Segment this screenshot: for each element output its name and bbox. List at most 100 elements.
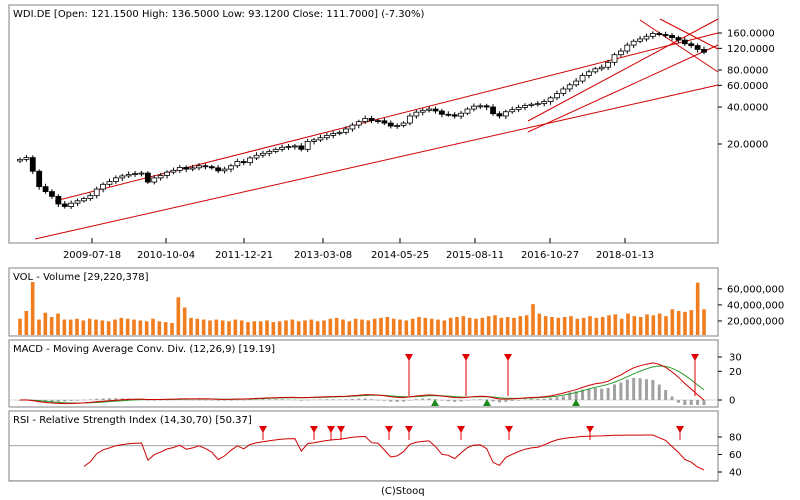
candle-up — [228, 165, 234, 170]
volume-bar — [233, 319, 238, 335]
macd-buy-marker — [572, 399, 580, 406]
macd-hist-bar — [587, 388, 591, 400]
candle-down — [183, 167, 190, 170]
candle-up — [304, 140, 311, 150]
candle-up — [253, 154, 260, 159]
macd-hist-bar — [561, 396, 565, 400]
volume-bar — [75, 318, 79, 335]
volume-bar — [645, 314, 649, 335]
macd-hist-bar — [210, 400, 214, 401]
rsi-sell-marker — [457, 426, 465, 433]
volume-bar — [144, 321, 149, 335]
volume-bar — [670, 309, 675, 335]
volume-bar — [284, 320, 288, 335]
price-y-tick-label: 20.0000 — [727, 140, 768, 151]
candle-down — [368, 118, 375, 122]
volume-bar — [632, 316, 637, 335]
volume-bar — [277, 321, 282, 335]
volume-bar — [543, 316, 548, 335]
volume-bar — [524, 315, 529, 335]
macd-hist-bar — [306, 399, 310, 401]
macd-hist-bar — [286, 399, 290, 401]
volume-bar — [360, 319, 364, 335]
date-tick-label: 2013-03-08 — [294, 250, 352, 261]
price-panel-frame — [8, 4, 719, 244]
macd-hist-bar — [159, 399, 163, 401]
macd-hist-bar — [504, 400, 508, 402]
candle-up — [419, 109, 426, 113]
volume-bar — [429, 318, 434, 335]
macd-hist-bar — [357, 398, 361, 400]
volume-bar — [37, 319, 41, 335]
price-y-tick-label: 40.0000 — [727, 103, 768, 114]
candle-down — [387, 122, 394, 127]
volume-bar — [512, 317, 516, 335]
candle-down — [483, 105, 490, 108]
volume-bar — [448, 317, 453, 335]
price-grid — [718, 32, 722, 145]
rsi-y-tick-label: 60 — [729, 450, 742, 461]
macd-hist-bar — [223, 400, 227, 401]
macd-hist-bar — [555, 397, 559, 400]
volume-bar — [537, 313, 542, 335]
candle-down — [675, 37, 682, 41]
macd-hist-bar — [670, 396, 674, 400]
volume-bar — [119, 317, 124, 335]
candle-up — [477, 105, 484, 108]
macd-hist-bar — [338, 399, 342, 400]
rsi-sell-marker — [337, 426, 345, 433]
candle-up — [413, 111, 420, 117]
candle-up — [100, 183, 107, 190]
candle-down — [656, 33, 663, 35]
date-tick-label: 2018-01-13 — [596, 250, 654, 261]
candle-up — [138, 172, 145, 175]
macd-sell-marker — [405, 354, 413, 361]
volume-bar — [410, 318, 415, 335]
candle-up — [266, 151, 273, 154]
macd-hist-bar — [472, 399, 476, 401]
volume-bar — [594, 317, 599, 335]
macd-hist-bar — [299, 400, 303, 401]
date-tick-label: 2015-08-11 — [446, 250, 504, 261]
macd-hist-bar — [542, 398, 546, 400]
price-panel-header: WDI.DE [Open: 121.1500 High: 136.5000 Lo… — [13, 9, 424, 20]
volume-bar — [588, 316, 592, 335]
volume-bar — [461, 316, 466, 335]
macd-hist-bar — [248, 399, 252, 401]
volume-bar — [113, 319, 117, 335]
macd-panel-header: MACD - Moving Average Conv. Div. (12,26,… — [13, 344, 275, 355]
macd-hist-bar — [510, 400, 514, 401]
candle-up — [311, 139, 317, 142]
volume-bars — [18, 282, 706, 335]
volume-bar — [702, 309, 706, 335]
macd-hist-bar — [421, 398, 425, 400]
candle-down — [55, 195, 62, 205]
volume-bar — [455, 317, 459, 335]
candle-up — [260, 152, 266, 156]
macd-hist-bar — [312, 399, 316, 401]
macd-hist-bar — [152, 399, 156, 401]
macd-hist-bar — [56, 400, 60, 402]
macd-hist-bar — [414, 399, 418, 400]
volume-bar — [258, 321, 263, 335]
rsi-sell-marker — [259, 426, 267, 433]
macd-hist-bar — [440, 400, 444, 401]
volume-bar — [379, 317, 383, 335]
date-axis: 2009-07-18 2010-10-04 2011-12-21 2013-03-08… — [63, 238, 654, 261]
volume-bar — [499, 317, 504, 335]
volume-bar — [657, 313, 662, 335]
macd-sell-marker — [462, 354, 470, 361]
volume-bar — [201, 319, 206, 335]
volume-bar — [467, 317, 472, 335]
volume-bar — [347, 321, 352, 335]
macd-hist-bar — [632, 377, 636, 400]
volume-bar — [581, 317, 586, 335]
volume-bar — [138, 320, 143, 335]
date-tick-label: 2011-12-21 — [215, 250, 273, 261]
volume-bar — [531, 304, 535, 335]
rsi-sell-marker — [405, 426, 413, 433]
macd-hist-bar — [235, 399, 239, 401]
copyright-footer: (C)Stooq — [381, 486, 425, 497]
volume-bar — [189, 317, 193, 335]
volume-bar — [24, 311, 29, 335]
